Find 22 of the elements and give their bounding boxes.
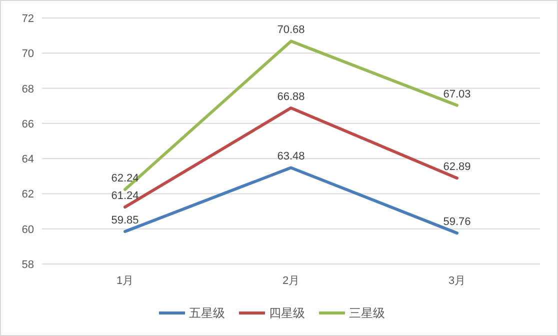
x-tick-label: 3月 [448,275,466,287]
y-tick-label: 64 [22,154,34,166]
data-label: 70.68 [277,24,305,36]
x-tick-label: 1月 [116,275,134,287]
data-label: 63.48 [277,150,305,163]
x-tick-label: 2月 [282,275,300,287]
y-tick-label: 60 [22,224,34,236]
y-tick-label: 68 [22,83,34,96]
y-tick-label: 58 [22,259,34,271]
data-label: 67.03 [443,88,471,100]
legend-label: 三星级 [349,306,385,320]
y-tick-label: 62 [22,188,34,201]
legend-label: 五星级 [189,306,225,320]
data-label: 61.24 [111,190,139,202]
data-label: 59.85 [111,214,139,226]
data-label: 66.88 [277,90,305,103]
data-label: 59.76 [443,216,471,228]
legend-label: 四星级 [269,306,305,320]
y-tick-label: 66 [22,118,34,130]
y-tick-label: 72 [22,13,34,25]
y-tick-label: 70 [22,48,34,60]
data-label: 62.89 [443,161,471,174]
